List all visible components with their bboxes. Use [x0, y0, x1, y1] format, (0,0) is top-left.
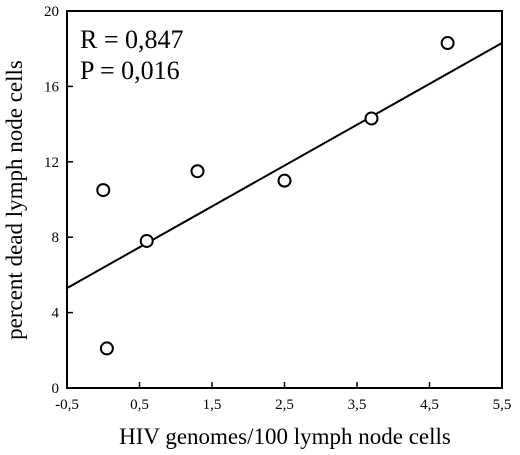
data-point	[96, 183, 111, 198]
x-axis-ticks	[66, 382, 503, 388]
y-axis-ticks	[67, 10, 73, 389]
y-tick-label: 0	[52, 381, 60, 397]
data-point	[99, 341, 114, 356]
x-axis-title: HIV genomes/100 lymph node cells	[119, 424, 451, 449]
y-axis-tick-labels: 0 4 8 12 16 20	[44, 4, 60, 397]
x-axis-tick-labels: -0,5 0,5 1,5 2,5 3,5 4,5 5,5	[55, 397, 511, 413]
x-tick-label: 1,5	[203, 397, 222, 413]
y-tick-label: 20	[44, 4, 59, 20]
data-point	[364, 111, 379, 126]
x-tick-label: 3,5	[348, 397, 367, 413]
x-tick-label: 0,5	[130, 397, 149, 413]
correlation-r-label: R = 0,847	[80, 25, 184, 54]
data-points	[96, 36, 455, 356]
data-point	[277, 173, 292, 188]
regression-line	[66, 42, 503, 289]
y-tick-label: 4	[52, 306, 60, 322]
y-tick-label: 16	[44, 79, 60, 95]
p-value-label: P = 0,016	[80, 56, 180, 85]
x-tick-label: 5,5	[493, 397, 512, 413]
x-tick-label: -0,5	[55, 397, 79, 413]
y-axis-title: percent dead lymph node cells	[2, 60, 27, 340]
data-point	[440, 36, 455, 51]
y-tick-label: 12	[44, 155, 59, 171]
data-point	[139, 233, 154, 248]
y-tick-label: 8	[52, 230, 60, 246]
x-tick-label: 4,5	[420, 397, 439, 413]
data-point	[190, 164, 205, 179]
x-tick-label: 2,5	[275, 397, 294, 413]
